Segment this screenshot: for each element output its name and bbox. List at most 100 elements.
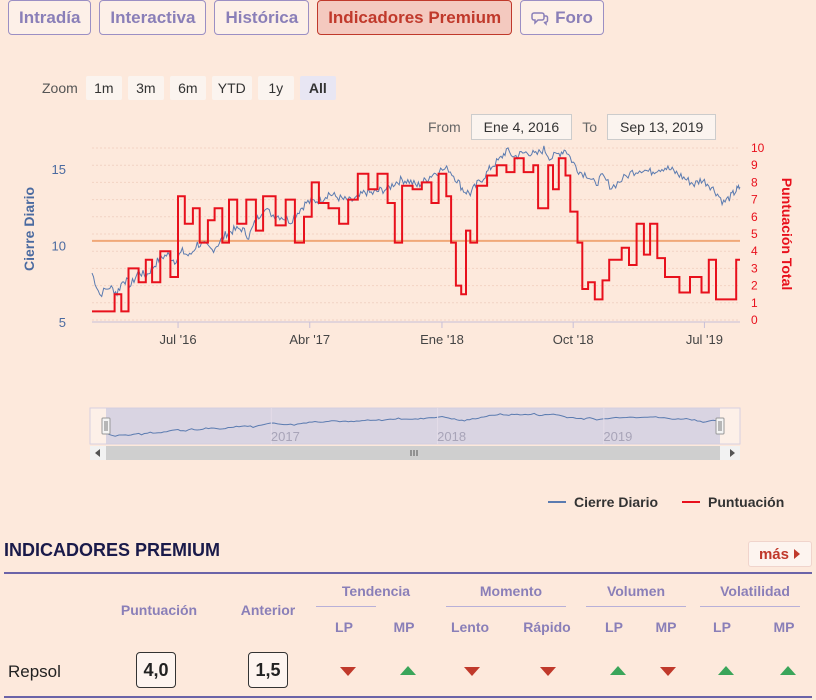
y-right-tick-label: 0 — [751, 313, 758, 327]
zoom-1y-button[interactable]: 1y — [257, 76, 294, 100]
navigator-left-handle[interactable] — [101, 417, 111, 435]
x-tick-label: Jul '19 — [686, 332, 723, 347]
series-line-puntuacion — [92, 157, 740, 313]
more-label: más — [758, 545, 789, 563]
tab-intradia[interactable]: Intradía — [8, 0, 92, 35]
y-right-tick-label: 6 — [751, 210, 758, 224]
navigator-year-label: 2018 — [437, 429, 466, 444]
zoom-1m-button[interactable]: 1m — [85, 76, 122, 100]
zoom-6m-button[interactable]: 6m — [169, 76, 206, 100]
tab-label: Intradía — [19, 7, 81, 27]
legend-item-cierre[interactable]: Cierre Diario — [548, 494, 658, 510]
group-divider — [700, 606, 800, 607]
series-line-cierre-diario — [91, 145, 741, 298]
date-range: From Ene 4, 2016 To Sep 13, 2019 — [428, 114, 717, 140]
y-left-axis-title: Cierre Diario — [21, 187, 37, 271]
legend-label: Puntuación — [708, 494, 785, 510]
sub-header: MP — [773, 619, 795, 635]
tab-label: Foro — [555, 7, 593, 27]
sub-header: LP — [335, 619, 353, 635]
indicators-table: Puntuación Anterior Tendencia Momento Vo… — [4, 574, 812, 698]
y-right-axis-title: Puntuación Total — [779, 178, 795, 291]
legend-item-puntuacion[interactable]: Puntuación — [682, 494, 784, 510]
zoom-all-button[interactable]: All — [299, 76, 336, 100]
x-tick-label: Jul '16 — [159, 332, 196, 347]
x-tick-label: Abr '17 — [289, 332, 330, 347]
y-right-tick-label: 3 — [751, 261, 758, 275]
y-right-tick-label: 2 — [751, 279, 758, 293]
to-date-input[interactable]: Sep 13, 2019 — [606, 114, 717, 140]
premium-title: INDICADORES PREMIUM — [4, 540, 221, 560]
y-left-tick-label: 15 — [52, 162, 66, 177]
sub-header: LP — [713, 619, 731, 635]
group-divider — [586, 606, 686, 607]
sub-header: Lento — [450, 619, 490, 635]
arrow-down-icon — [540, 667, 556, 676]
y-right-tick-label: 10 — [751, 141, 765, 155]
arrow-up-icon — [780, 666, 796, 675]
y-left-tick-label: 5 — [59, 315, 66, 330]
y-right-tick-label: 7 — [751, 193, 758, 207]
zoom-3m-button[interactable]: 3m — [127, 76, 164, 100]
sub-header: MP — [393, 619, 415, 635]
arrow-up-icon — [718, 666, 734, 675]
header-group-tendencia: Tendencia — [341, 583, 411, 599]
arrow-down-icon — [660, 667, 676, 676]
arrow-up-icon — [400, 666, 416, 675]
navigator-selection — [106, 408, 720, 444]
x-tick-label: Ene '18 — [420, 332, 464, 347]
navigator-year-label: 2019 — [603, 429, 632, 444]
legend-swatch — [548, 501, 566, 503]
arrow-down-icon — [464, 667, 480, 676]
arrow-up-icon — [610, 666, 626, 675]
scroll-left-arrow-icon[interactable] — [95, 449, 100, 457]
header-group-volumen: Volumen — [606, 583, 666, 599]
score-value: 4,0 — [136, 652, 176, 688]
arrow-down-icon — [340, 667, 356, 676]
chat-bubbles-icon — [531, 11, 549, 26]
tab-interactiva[interactable]: Interactiva — [99, 0, 207, 35]
navigator-chart[interactable]: 2017 2018 2019 — [0, 400, 816, 465]
from-label: From — [428, 119, 461, 135]
zoom-selector: Zoom 1m 3m 6m YTD 1y All — [42, 76, 336, 100]
navigator-series — [105, 412, 721, 437]
y-right-tick-label: 4 — [751, 244, 758, 258]
tab-bar: Intradía Interactiva Histórica Indicador… — [8, 0, 604, 35]
tab-foro[interactable]: Foro — [520, 0, 604, 35]
caret-right-icon — [794, 549, 800, 559]
zoom-ytd-button[interactable]: YTD — [211, 76, 252, 100]
tab-indicadores-premium[interactable]: Indicadores Premium — [317, 0, 513, 35]
header-score: Puntuación — [120, 602, 198, 618]
y-right-tick-label: 1 — [751, 296, 758, 310]
sub-header: MP — [655, 619, 677, 635]
row-divider — [4, 696, 812, 698]
legend-label: Cierre Diario — [574, 494, 659, 510]
y-left-tick-label: 10 — [52, 238, 66, 253]
chart-legend: Cierre Diario Puntuación — [548, 494, 784, 510]
group-divider — [316, 606, 376, 607]
navigator-year-label: 2017 — [271, 429, 300, 444]
x-tick-label: Oct '18 — [553, 332, 594, 347]
scrollbar-thumb[interactable] — [106, 446, 720, 460]
legend-swatch — [682, 501, 701, 503]
from-date-input[interactable]: Ene 4, 2016 — [470, 114, 573, 140]
tab-label: Interactiva — [110, 7, 196, 27]
group-divider — [446, 606, 566, 607]
header-group-volatilidad: Volatilidad — [720, 583, 790, 599]
section-divider — [4, 572, 812, 574]
more-button[interactable]: más — [747, 541, 812, 567]
y-right-tick-label: 9 — [751, 158, 758, 172]
tab-historica[interactable]: Histórica — [214, 0, 310, 35]
navigator-right-handle[interactable] — [715, 417, 725, 435]
sub-header: LP — [605, 619, 623, 635]
header-previous: Anterior — [240, 602, 296, 618]
tab-label: Histórica — [225, 7, 299, 27]
header-group-momento: Momento — [479, 583, 543, 599]
previous-score-value: 1,5 — [248, 652, 288, 688]
sub-header: Rápido — [523, 619, 571, 635]
row-name[interactable]: Repsol — [8, 662, 61, 681]
scroll-right-arrow-icon[interactable] — [730, 449, 735, 457]
y-right-tick-label: 8 — [751, 175, 758, 189]
to-label: To — [582, 119, 597, 135]
y-right-tick-label: 5 — [751, 227, 758, 241]
